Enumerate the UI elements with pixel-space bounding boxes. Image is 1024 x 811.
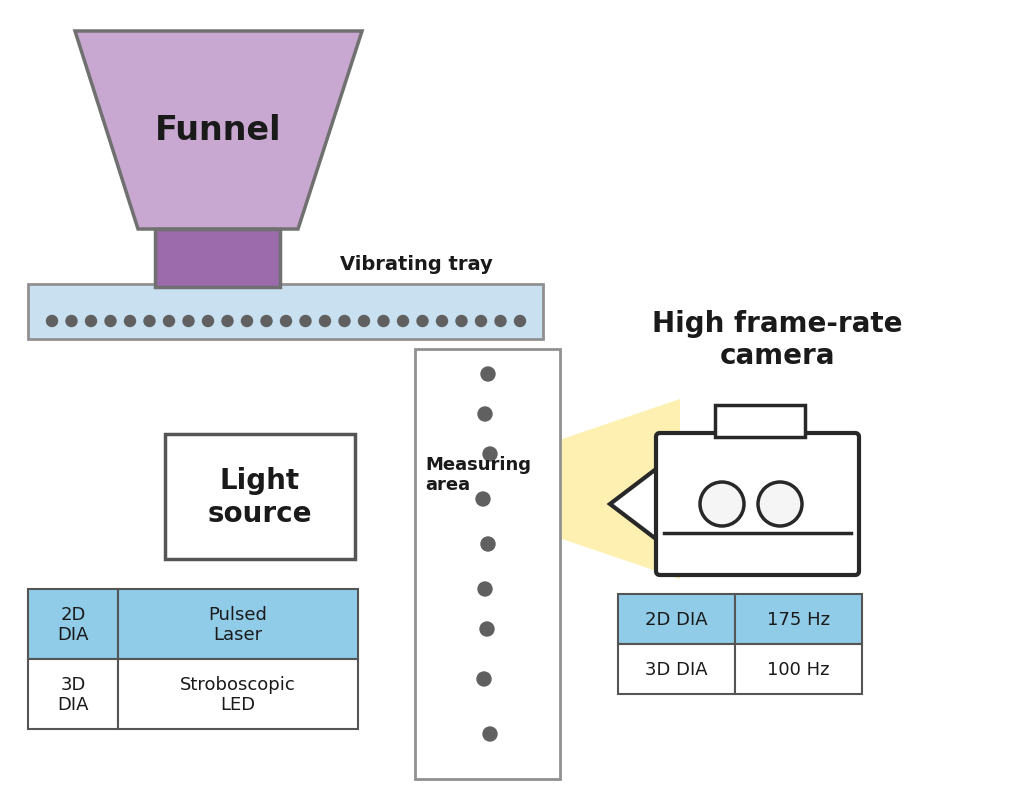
Circle shape [164,316,174,327]
Text: 3D
DIA: 3D DIA [57,675,89,714]
Circle shape [397,316,409,327]
Text: 3D DIA: 3D DIA [645,660,708,678]
Bar [618,594,735,644]
Circle shape [125,316,135,327]
Text: Pulsed
Laser: Pulsed Laser [209,605,267,644]
Circle shape [478,582,492,596]
Circle shape [417,316,428,327]
Circle shape [495,316,506,327]
Text: 2D DIA: 2D DIA [645,610,708,629]
Polygon shape [75,32,362,230]
Bar [118,659,358,729]
Circle shape [483,448,497,461]
Circle shape [481,538,495,551]
Circle shape [477,672,490,686]
Circle shape [300,316,311,327]
Polygon shape [415,400,680,579]
Text: Stroboscopic
LED: Stroboscopic LED [180,675,296,714]
Bar [165,435,355,560]
Circle shape [222,316,233,327]
Circle shape [358,316,370,327]
Text: High frame-rate
camera: High frame-rate camera [652,310,903,370]
Polygon shape [155,230,280,288]
Circle shape [144,316,155,327]
Bar [415,350,560,779]
Text: Light
source: Light source [208,466,312,527]
Circle shape [481,367,495,381]
Circle shape [475,316,486,327]
Circle shape [378,316,389,327]
Circle shape [480,622,494,636]
Circle shape [203,316,213,327]
Bar [715,406,805,437]
Text: Funnel: Funnel [155,114,282,146]
Bar [735,644,862,694]
Circle shape [339,316,350,327]
Text: Measuring
area: Measuring area [425,455,531,494]
Text: 2D
DIA: 2D DIA [57,605,89,644]
Circle shape [476,492,490,506]
Bar [28,285,543,340]
Circle shape [85,316,96,327]
Bar [618,644,735,694]
Circle shape [242,316,253,327]
FancyBboxPatch shape [656,433,859,575]
Text: 100 Hz: 100 Hz [767,660,829,678]
Circle shape [483,727,497,741]
Circle shape [758,483,802,526]
Text: Vibrating tray: Vibrating tray [340,255,493,274]
Circle shape [46,316,57,327]
Circle shape [281,316,292,327]
Bar [118,590,358,659]
Bar [735,594,862,644]
Circle shape [66,316,77,327]
Bar [28,590,118,659]
Text: 175 Hz: 175 Hz [767,610,830,629]
Circle shape [456,316,467,327]
Circle shape [183,316,194,327]
Circle shape [105,316,116,327]
Circle shape [514,316,525,327]
Circle shape [261,316,272,327]
Circle shape [700,483,744,526]
Polygon shape [610,466,660,543]
Circle shape [319,316,331,327]
Circle shape [478,407,492,422]
Circle shape [436,316,447,327]
Bar [28,659,118,729]
